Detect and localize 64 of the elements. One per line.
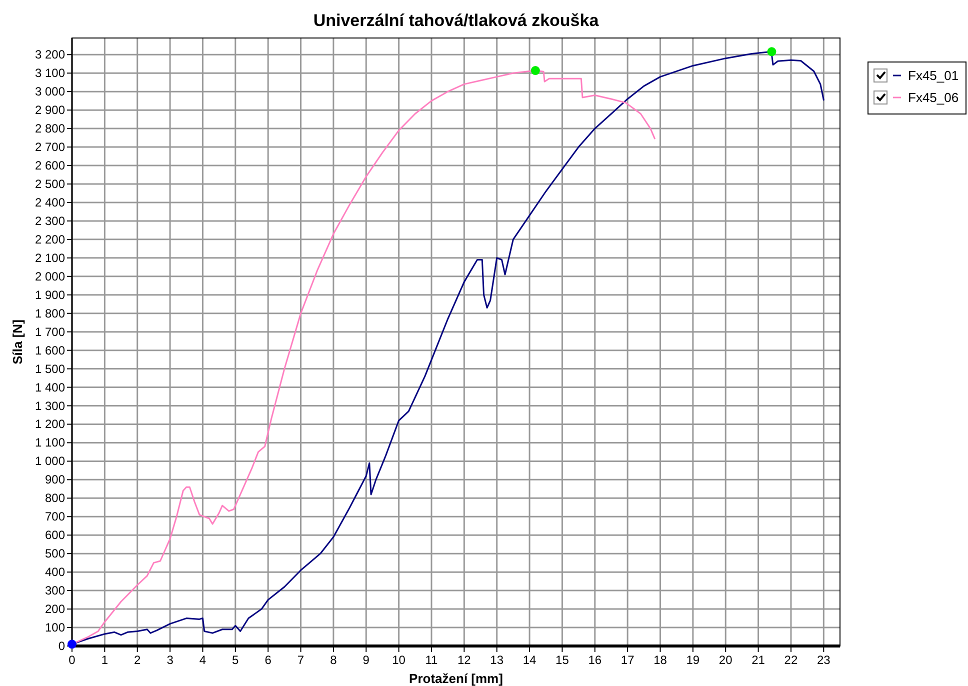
x-tick-label: 14 xyxy=(522,653,537,667)
y-tick-label: 1 500 xyxy=(34,362,66,376)
x-tick-label: 5 xyxy=(232,653,240,667)
y-tick-label: 2 800 xyxy=(34,122,66,136)
x-tick-label: 23 xyxy=(816,653,831,667)
x-tick-label: 7 xyxy=(297,653,304,667)
x-tick-label: 12 xyxy=(457,653,472,667)
x-tick-label: 0 xyxy=(68,653,76,667)
x-tick-label: 15 xyxy=(556,653,570,667)
y-tick-label: 400 xyxy=(44,565,66,580)
x-tick-label: 20 xyxy=(718,653,733,667)
legend-label: Fx45_06 xyxy=(908,90,959,105)
chart-title: Univerzální tahová/tlaková zkouška xyxy=(313,11,600,30)
y-tick-label: 200 xyxy=(44,602,66,616)
y-tick-label: 100 xyxy=(44,620,66,635)
y-tick-label: 500 xyxy=(44,546,66,561)
x-tick-label: 18 xyxy=(654,653,668,667)
y-tick-label: 1 200 xyxy=(34,417,66,432)
y-tick-label: 3 000 xyxy=(34,84,66,99)
y-axis-title: Síla [N] xyxy=(10,320,25,364)
y-tick-label: 2 000 xyxy=(34,269,66,284)
x-tick-label: 22 xyxy=(784,653,798,667)
y-tick-label: 2 600 xyxy=(34,158,66,173)
point xyxy=(767,47,776,56)
y-tick-label: 700 xyxy=(44,510,66,524)
y-tick-label: 2 100 xyxy=(34,250,66,265)
x-tick-label: 13 xyxy=(490,653,504,667)
y-tick-label: 3 100 xyxy=(34,66,66,80)
x-tick-label: 4 xyxy=(199,653,206,667)
y-tick-label: 1 700 xyxy=(34,324,66,339)
y-tick-label: 1 300 xyxy=(34,398,66,413)
x-tick-label: 21 xyxy=(752,653,766,667)
y-tick-label: 300 xyxy=(44,584,66,598)
legend-label: Fx45_01 xyxy=(908,68,959,83)
y-tick-label: 2 700 xyxy=(34,140,66,154)
x-tick-label: 6 xyxy=(264,653,272,667)
y-tick-label: 2 500 xyxy=(34,176,66,191)
y-tick-label: 1 800 xyxy=(34,306,66,320)
y-tick-label: 1 600 xyxy=(34,343,66,358)
y-tick-label: 600 xyxy=(44,528,66,542)
y-tick-label: 3 200 xyxy=(34,48,66,62)
x-tick-label: 17 xyxy=(620,653,635,667)
y-tick-label: 1 900 xyxy=(34,288,66,302)
y-tick-label: 1 400 xyxy=(34,380,66,394)
y-tick-label: 2 300 xyxy=(34,214,66,228)
x-tick-label: 16 xyxy=(588,653,602,667)
y-tick-label: 2 900 xyxy=(34,103,66,118)
x-tick-label: 9 xyxy=(362,653,370,667)
y-tick-label: 0 xyxy=(58,639,66,653)
x-tick-label: 1 xyxy=(101,653,108,667)
x-tick-label: 10 xyxy=(392,653,406,667)
x-tick-label: 19 xyxy=(686,653,700,667)
y-tick-label: 900 xyxy=(44,472,66,487)
x-tick-label: 2 xyxy=(134,653,142,667)
y-tick-label: 1 000 xyxy=(34,454,66,468)
y-tick-label: 2 400 xyxy=(34,195,66,210)
x-axis-title: Protažení [mm] xyxy=(409,671,503,686)
y-tick-label: 2 200 xyxy=(34,232,66,246)
x-tick-label: 8 xyxy=(330,653,338,667)
x-tick-label: 11 xyxy=(425,653,438,667)
x-tick-label: 3 xyxy=(166,653,174,667)
y-tick-label: 800 xyxy=(44,491,66,506)
point xyxy=(530,66,540,76)
y-tick-label: 1 100 xyxy=(34,436,66,450)
